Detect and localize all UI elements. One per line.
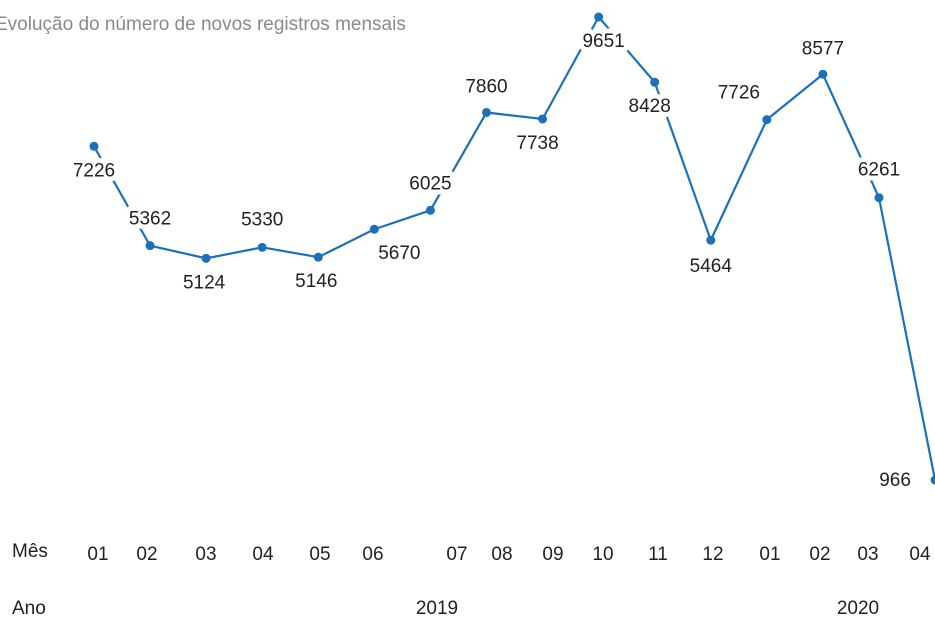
point	[313, 252, 323, 262]
point	[89, 141, 99, 151]
x-tick-label: 01	[759, 544, 780, 565]
point	[930, 475, 935, 485]
x-axis-label: Mês	[12, 541, 48, 562]
data-label: 5124	[183, 272, 226, 293]
x-tick-label: 04	[252, 544, 274, 565]
year-axis-label: Ano	[12, 598, 46, 619]
data-label: 7226	[73, 160, 115, 181]
data-label: 5464	[690, 256, 733, 277]
x-tick-label: 02	[809, 544, 830, 565]
data-label: 6025	[409, 173, 451, 194]
chart-title: Evolução do número de novos registros me…	[0, 14, 406, 35]
point	[818, 69, 828, 79]
year-label: 2020	[837, 598, 879, 619]
point	[706, 235, 716, 245]
x-tick-label: 06	[362, 544, 383, 565]
data-label: 5330	[241, 209, 283, 230]
x-tick-label: 01	[87, 544, 108, 565]
point	[369, 224, 379, 234]
data-label: 5146	[295, 271, 337, 292]
x-tick-label: 10	[592, 544, 613, 565]
point	[481, 107, 491, 117]
data-label: 7860	[465, 76, 507, 97]
data-label: 8577	[802, 38, 844, 59]
point	[594, 12, 604, 22]
x-tick-label: 03	[195, 544, 216, 565]
data-label: 966	[879, 470, 911, 491]
point	[874, 193, 884, 203]
point	[538, 114, 548, 124]
x-tick-label: 03	[857, 544, 878, 565]
x-tick-label: 08	[491, 544, 512, 565]
line	[93, 15, 935, 481]
data-label: 6261	[858, 160, 900, 181]
data-label: 7738	[516, 133, 558, 154]
x-tick-label: 07	[446, 544, 467, 565]
year-label: 2019	[416, 598, 458, 619]
point	[201, 253, 211, 263]
x-tick-label: 04	[909, 544, 931, 565]
x-tick-label: 11	[648, 544, 668, 565]
point	[762, 115, 772, 125]
data-label: 9651	[582, 31, 624, 52]
data-label: 8428	[629, 96, 671, 117]
point	[257, 242, 267, 252]
x-tick-label: 09	[542, 544, 563, 565]
x-tick-label: 05	[309, 544, 330, 565]
data-label: 5362	[129, 209, 171, 230]
x-tick-label: 12	[702, 544, 723, 565]
data-label: 5670	[378, 243, 420, 264]
x-tick-label: 02	[136, 544, 157, 565]
data-label: 7726	[718, 83, 760, 104]
point	[425, 205, 435, 215]
point	[650, 77, 660, 87]
point	[145, 241, 155, 251]
